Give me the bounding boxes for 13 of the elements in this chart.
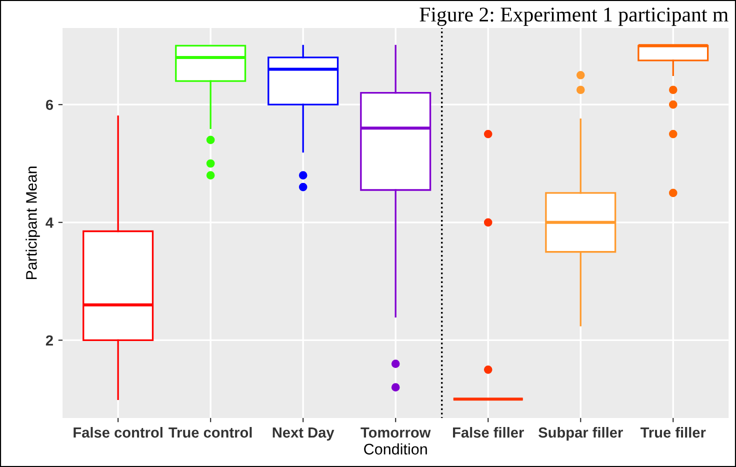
x-tick-label: Subpar filler	[538, 426, 623, 441]
y-tick-label: 6	[46, 100, 54, 110]
x-tick-label: False filler	[453, 426, 524, 438]
x-tick-label: False control	[74, 426, 162, 438]
y-tick-label: 2	[46, 335, 53, 346]
x-tick-label: True filler	[640, 426, 706, 438]
y-tick-label: 4	[46, 218, 54, 228]
x-axis-title: Condition	[364, 443, 427, 455]
y-axis-title: Participant Mean	[26, 166, 40, 280]
chart-title: Figure 2: Experiment 1 participant m	[420, 8, 728, 26]
x-tick-label: Tomorrow	[360, 428, 431, 438]
x-tick-label: True control	[168, 426, 252, 438]
x-tick-label: Next Day	[272, 428, 334, 441]
